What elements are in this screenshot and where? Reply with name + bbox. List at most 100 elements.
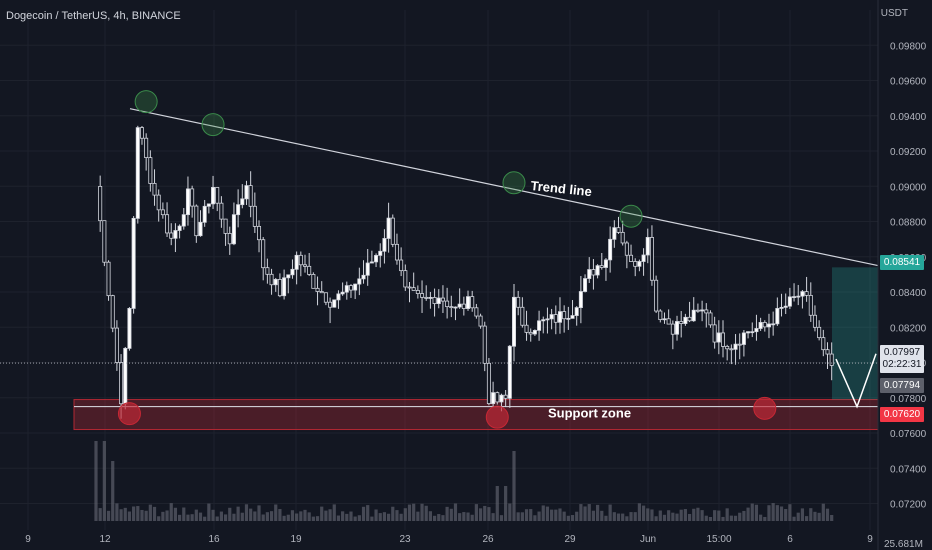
volume-bar <box>809 508 813 521</box>
candle-body <box>486 362 491 404</box>
trend-line-label: Trend line <box>530 178 593 199</box>
candle-body <box>110 295 115 329</box>
y-axis: 0.072000.074000.076000.078000.080000.082… <box>877 0 927 550</box>
volume-bar <box>378 513 382 521</box>
candle-body <box>624 242 629 256</box>
volume-bar <box>403 508 407 521</box>
candle-body <box>495 392 500 403</box>
zones <box>73 267 879 431</box>
candle-body <box>562 311 567 320</box>
volume-bar <box>370 516 374 521</box>
volume-bar <box>495 486 499 521</box>
candle-body <box>148 157 153 184</box>
volume-bar <box>499 515 504 521</box>
volume-bar <box>775 505 779 521</box>
volume-bar <box>290 510 295 521</box>
volume-bar <box>420 503 424 521</box>
candle-body <box>144 137 149 159</box>
candle-body <box>177 225 182 231</box>
candle-body <box>399 259 404 272</box>
volume-bar <box>119 509 123 521</box>
candle-body <box>361 274 366 280</box>
candle-body <box>603 259 608 268</box>
volume-bar <box>575 511 579 521</box>
candle-body <box>173 230 178 239</box>
volume-bar <box>813 511 817 521</box>
volume-bar <box>144 510 148 521</box>
candle-body <box>449 306 454 309</box>
candle-body <box>516 296 521 308</box>
candle-body <box>637 261 642 267</box>
candle-body <box>365 262 370 276</box>
volume-bar <box>725 508 729 521</box>
volume-bar <box>228 507 232 521</box>
candle-body <box>708 312 713 326</box>
candle-body <box>436 297 441 304</box>
volume-bar <box>320 506 324 521</box>
volume-bar <box>161 511 165 521</box>
trend-touch-circle <box>201 113 225 137</box>
candle-body <box>311 274 316 289</box>
candle-body <box>532 329 537 335</box>
candle-body <box>160 209 165 216</box>
candle-body <box>829 353 834 366</box>
candle-body <box>695 309 700 312</box>
candle-body <box>357 278 362 285</box>
candle-body <box>127 308 132 349</box>
volume-bar <box>152 506 157 521</box>
candle-body <box>553 314 558 323</box>
volume-bar <box>353 516 357 521</box>
candle-body <box>507 345 512 399</box>
candle-body <box>411 287 416 291</box>
volume-bar <box>508 503 512 521</box>
volume-bar <box>311 516 315 521</box>
candle-body <box>307 265 312 275</box>
volume-bar <box>800 508 805 521</box>
candle-body <box>424 296 429 299</box>
candle-body <box>620 231 625 244</box>
candle-body <box>670 323 675 335</box>
volume-bar <box>261 514 265 521</box>
candle-body <box>190 188 195 207</box>
y-tick-label: 0.08800 <box>890 218 927 229</box>
volume-bar <box>299 511 303 521</box>
volume-bar <box>708 516 713 521</box>
volume-bar <box>391 506 395 521</box>
volume-bar <box>374 509 378 521</box>
candle-body <box>474 307 479 317</box>
volume-bar <box>357 515 361 521</box>
volume-bar <box>608 504 612 521</box>
volume-bar <box>98 508 102 521</box>
candle-body <box>478 315 483 327</box>
volume-bar <box>566 515 570 521</box>
volume-bar <box>232 513 236 521</box>
candle-body <box>420 293 425 298</box>
volume-bar <box>399 513 403 521</box>
volume-bar <box>278 509 282 521</box>
volume-bar <box>416 511 420 521</box>
x-tick-label: 23 <box>399 534 411 545</box>
candle-body <box>716 332 721 343</box>
x-tick-label: 19 <box>290 534 302 545</box>
volume-bar <box>520 512 524 521</box>
volume-bar <box>738 512 742 521</box>
candle-body <box>466 296 471 309</box>
symbol-header: Dogecoin / TetherUS, 4h, BINANCE <box>6 10 181 22</box>
volume-bar <box>240 512 244 521</box>
candle-body <box>240 198 245 206</box>
volume-bar <box>529 509 533 521</box>
volume-bar <box>324 510 328 521</box>
candle-body <box>277 279 282 297</box>
current-price-value: 0.07997 <box>883 347 921 358</box>
volume-bar <box>332 504 336 521</box>
candle-body <box>503 394 508 399</box>
volume-bar <box>625 516 629 521</box>
candle-body <box>215 187 220 204</box>
volume-bar <box>667 510 671 521</box>
support-touch-circle <box>485 405 509 429</box>
support-touch-circle <box>753 396 777 420</box>
volume-bar <box>236 506 240 521</box>
target-price-tag: 0.08541 <box>880 255 924 270</box>
candle-body <box>821 337 826 351</box>
